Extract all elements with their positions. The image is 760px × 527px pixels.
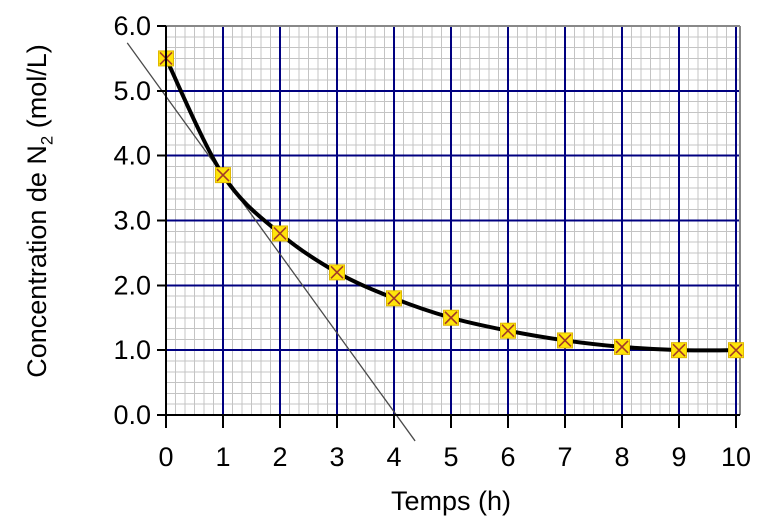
y-tick-label: 5.0 [113,76,151,106]
x-tick-label: 0 [158,442,173,472]
y-axis-title-unit: (mol/L) [22,44,53,136]
data-point-markers [158,50,744,359]
y-tick-label: 1.0 [113,335,151,365]
marker-cross-line [330,265,344,279]
data-point-marker [671,342,687,359]
data-point-marker [500,322,516,339]
x-tick-label: 10 [721,442,751,472]
y-axis-title-subscript: 2 [37,135,57,146]
x-tick-label: 2 [272,442,287,472]
tangent-line [126,42,416,442]
marker-cross-line [216,168,230,182]
data-point-marker [329,264,345,281]
data-point-marker [557,332,573,349]
concentration-curve [164,56,738,353]
marker-cross-line [444,311,458,325]
y-axis-ticks: 0.0 1.0 2.0 3.0 4.0 5.0 6.0 [113,11,166,430]
x-tick-label: 4 [386,442,401,472]
x-tick-label: 7 [557,442,572,472]
x-tick-label: 3 [329,442,344,472]
y-tick-label: 3.0 [113,206,151,236]
y-axis-title-text: Concentration de N [22,145,53,378]
y-tick-label: 4.0 [113,141,151,171]
x-tick-label: 5 [443,442,458,472]
x-tick-label: 6 [500,442,515,472]
data-point-marker [443,309,459,326]
y-tick-label: 0.0 [113,400,151,430]
data-point-marker [614,338,630,355]
marker-cross-line [615,340,629,354]
marker-cross-line [501,324,515,338]
x-tick-label: 1 [215,442,230,472]
marker-cross-line [672,343,686,357]
data-point-marker [215,167,231,184]
marker-cross-line [387,291,401,305]
x-axis-title: Temps (h) [390,486,512,517]
marker-cross-line [729,343,743,357]
marker-cross-line [273,226,287,241]
data-point-marker [272,225,288,242]
y-axis-title: Concentration de N2 (mol/L) [22,44,56,378]
x-tick-label: 9 [671,442,686,472]
data-point-marker [728,342,744,359]
y-tick-label: 2.0 [113,270,151,300]
marker-cross-line [558,333,572,348]
data-point-marker [386,290,402,307]
y-tick-label: 6.0 [113,11,151,41]
x-tick-label: 8 [614,442,629,472]
x-axis-ticks: 0 1 2 3 4 5 6 7 8 9 10 [158,415,751,472]
major-gridlines [166,26,740,415]
